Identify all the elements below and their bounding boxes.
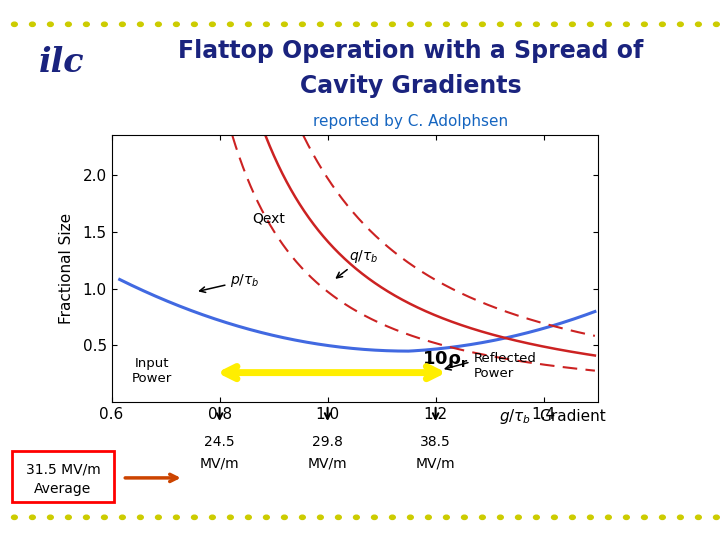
Text: 29.8: 29.8 bbox=[312, 435, 343, 449]
Text: 38.5: 38.5 bbox=[420, 435, 451, 449]
Text: MV/m: MV/m bbox=[415, 456, 456, 470]
Text: $\mathbf{10\rho_r}$: $\mathbf{10\rho_r}$ bbox=[422, 349, 468, 370]
Text: 31.5 MV/m: 31.5 MV/m bbox=[26, 463, 100, 477]
Text: 24.5: 24.5 bbox=[204, 435, 235, 449]
Text: Cavity Gradients: Cavity Gradients bbox=[300, 75, 521, 98]
Text: Reflected
Power: Reflected Power bbox=[474, 352, 536, 380]
Text: reported by C. Adolphsen: reported by C. Adolphsen bbox=[312, 114, 508, 129]
Text: Qext: Qext bbox=[252, 212, 285, 226]
Text: Gradient: Gradient bbox=[539, 409, 606, 424]
Text: MV/m: MV/m bbox=[307, 456, 348, 470]
Text: Average: Average bbox=[35, 482, 91, 496]
Text: Flattop Operation with a Spread of: Flattop Operation with a Spread of bbox=[178, 39, 643, 63]
Text: $q/\tau_b$: $q/\tau_b$ bbox=[336, 248, 379, 278]
Text: Input
Power: Input Power bbox=[132, 357, 172, 385]
Y-axis label: Fractional Size: Fractional Size bbox=[59, 213, 74, 324]
Text: MV/m: MV/m bbox=[199, 456, 240, 470]
Text: ilc: ilc bbox=[38, 45, 84, 79]
Text: $g/\tau_b$: $g/\tau_b$ bbox=[499, 407, 531, 426]
Text: $p/\tau_b$: $p/\tau_b$ bbox=[199, 272, 260, 293]
